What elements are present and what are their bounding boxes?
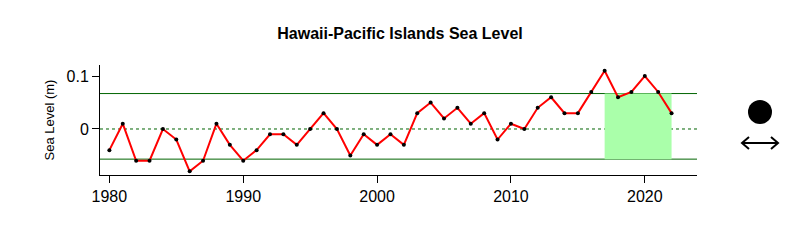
svg-text:Hawaii-Pacific Islands Sea Lev: Hawaii-Pacific Islands Sea Level (277, 25, 522, 42)
svg-text:Sea Level (m): Sea Level (m) (42, 80, 57, 161)
svg-text:1980: 1980 (92, 188, 128, 205)
svg-text:2010: 2010 (493, 188, 529, 205)
svg-text:0.1: 0.1 (67, 68, 89, 85)
svg-text:2020: 2020 (627, 188, 663, 205)
svg-text:2000: 2000 (359, 188, 395, 205)
svg-text:0: 0 (80, 121, 89, 138)
svg-text:1990: 1990 (225, 188, 261, 205)
